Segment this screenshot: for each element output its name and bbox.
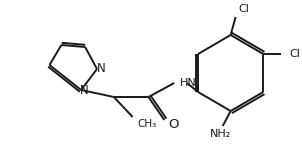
Text: HN: HN — [180, 78, 197, 88]
Text: Cl: Cl — [239, 4, 249, 14]
Text: N: N — [97, 62, 105, 75]
Text: NH₂: NH₂ — [210, 129, 231, 139]
Text: N: N — [80, 84, 88, 97]
Text: O: O — [168, 119, 179, 131]
Text: Cl: Cl — [289, 49, 300, 59]
Text: CH₃: CH₃ — [138, 119, 157, 129]
